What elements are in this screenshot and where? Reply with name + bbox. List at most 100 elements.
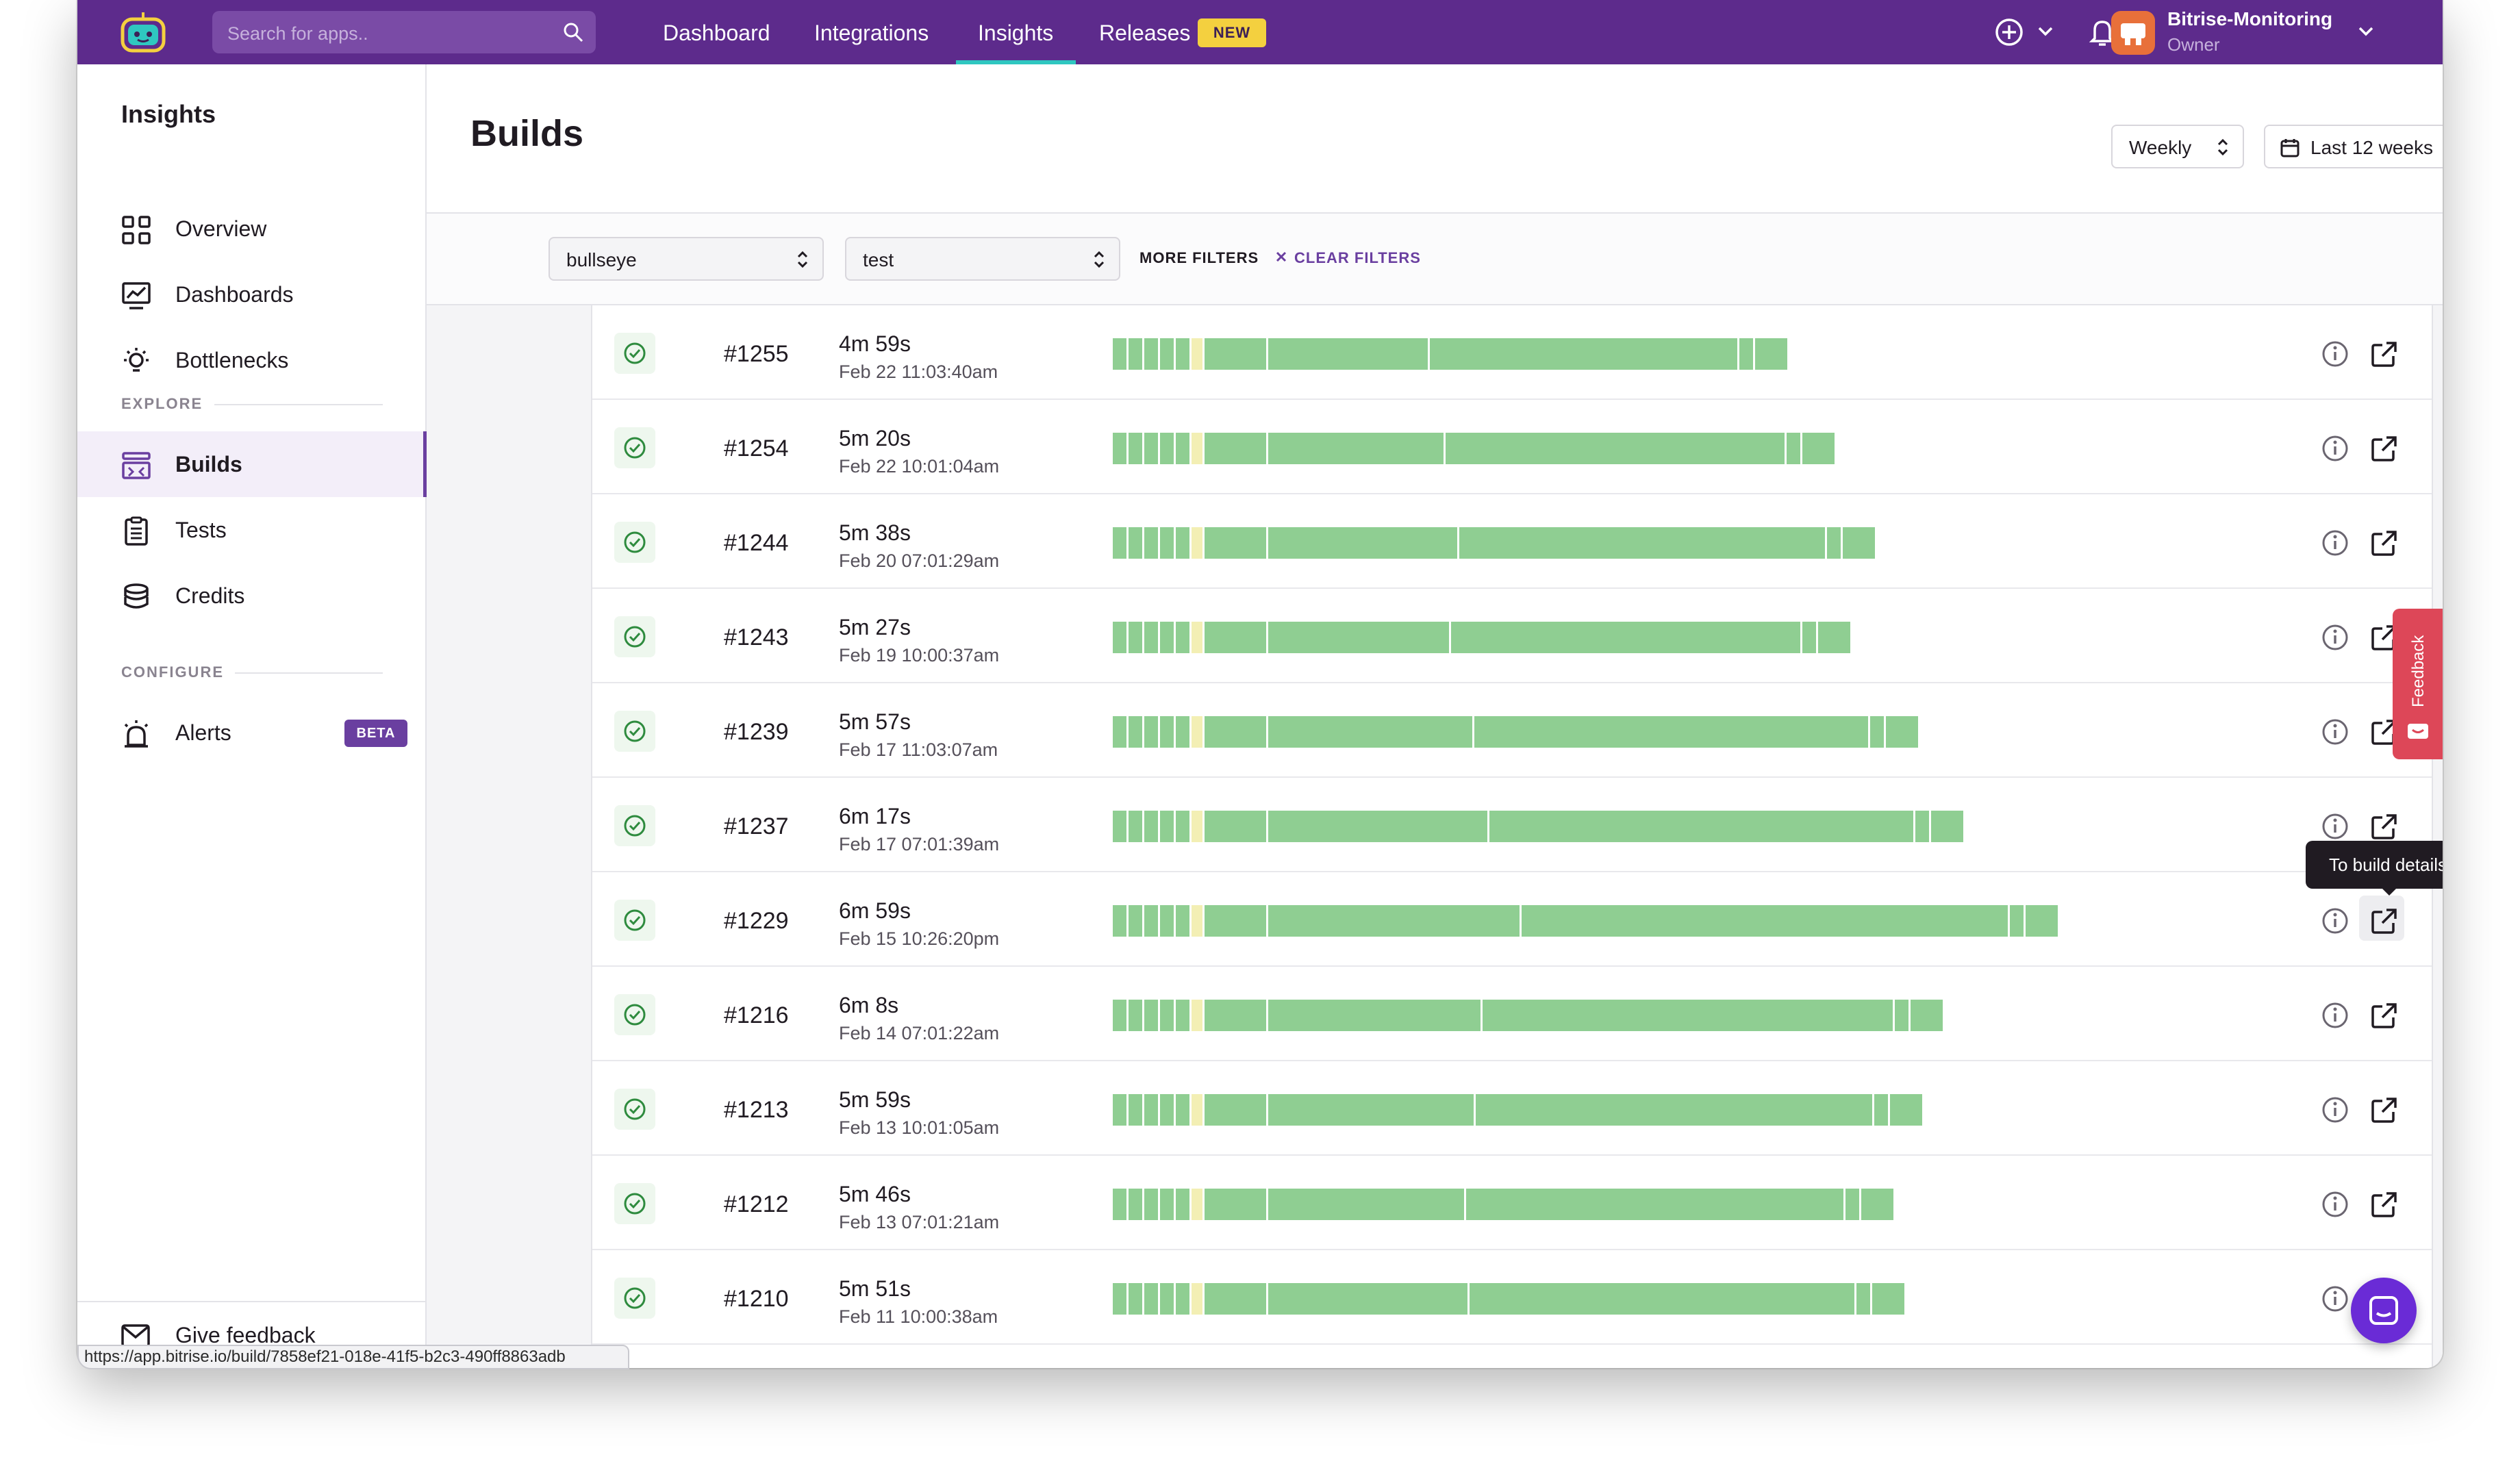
info-icon[interactable] <box>2321 718 2349 746</box>
build-step-segment[interactable] <box>1205 1283 1266 1315</box>
build-step-segment[interactable] <box>1176 905 1189 937</box>
build-step-timeline[interactable] <box>1113 905 2058 937</box>
build-step-segment[interactable] <box>1755 338 1787 370</box>
build-step-timeline[interactable] <box>1113 1000 1943 1031</box>
build-step-segment[interactable] <box>1160 1094 1174 1126</box>
build-step-segment[interactable] <box>1129 527 1142 559</box>
build-step-segment[interactable] <box>1205 811 1266 842</box>
build-step-segment[interactable] <box>1268 811 1487 842</box>
build-step-segment[interactable] <box>1802 433 1835 464</box>
build-step-segment[interactable] <box>1205 1094 1266 1126</box>
feedback-tab[interactable]: Feedback <box>2393 609 2443 759</box>
sidebar-item-builds[interactable]: Builds <box>77 431 427 497</box>
build-row[interactable]: #1239 5m 57s Feb 17 11:03:07am <box>592 683 2432 778</box>
build-step-segment[interactable] <box>1160 433 1174 464</box>
build-step-segment[interactable] <box>1268 1283 1467 1315</box>
build-step-segment[interactable] <box>1870 716 1884 748</box>
more-filters-button[interactable]: MORE FILTERS <box>1139 249 1259 266</box>
build-step-segment[interactable] <box>1144 433 1158 464</box>
build-step-segment[interactable] <box>1129 1000 1142 1031</box>
build-step-segment[interactable] <box>1205 1189 1266 1220</box>
build-step-segment[interactable] <box>1160 1283 1174 1315</box>
build-step-timeline[interactable] <box>1113 338 1787 370</box>
build-step-segment[interactable] <box>1522 905 2008 937</box>
external-link-icon[interactable] <box>2370 1001 2399 1030</box>
build-step-segment[interactable] <box>1446 433 1785 464</box>
build-step-segment[interactable] <box>1268 716 1472 748</box>
bitrise-logo-icon[interactable] <box>118 11 168 53</box>
build-step-segment[interactable] <box>1466 1189 1843 1220</box>
build-step-segment[interactable] <box>1192 1283 1202 1315</box>
external-link-icon[interactable] <box>2370 907 2399 935</box>
build-step-segment[interactable] <box>1451 622 1800 653</box>
build-step-segment[interactable] <box>1160 716 1174 748</box>
info-icon[interactable] <box>2321 1095 2349 1124</box>
build-step-segment[interactable] <box>1886 716 1918 748</box>
build-step-segment[interactable] <box>1192 811 1202 842</box>
build-step-segment[interactable] <box>1144 1000 1158 1031</box>
info-icon[interactable] <box>2321 529 2349 557</box>
build-step-segment[interactable] <box>1192 1000 1202 1031</box>
build-row[interactable]: #1216 6m 8s Feb 14 07:01:22am <box>592 967 2432 1061</box>
build-step-segment[interactable] <box>1144 716 1158 748</box>
build-step-segment[interactable] <box>1268 905 1520 937</box>
build-step-segment[interactable] <box>1176 527 1189 559</box>
nav-dashboard[interactable]: Dashboard <box>663 21 770 45</box>
build-step-timeline[interactable] <box>1113 811 1963 842</box>
info-icon[interactable] <box>2321 623 2349 652</box>
build-step-segment[interactable] <box>1192 1189 1202 1220</box>
build-step-segment[interactable] <box>1915 811 1929 842</box>
build-step-segment[interactable] <box>1192 622 1202 653</box>
external-link-icon[interactable] <box>2370 434 2399 463</box>
build-step-segment[interactable] <box>1129 1094 1142 1126</box>
external-link-icon[interactable] <box>2370 1095 2399 1124</box>
build-step-segment[interactable] <box>1430 338 1737 370</box>
build-step-segment[interactable] <box>1872 1283 1904 1315</box>
build-step-segment[interactable] <box>1205 527 1266 559</box>
build-step-segment[interactable] <box>1895 1000 1908 1031</box>
build-step-segment[interactable] <box>1268 433 1444 464</box>
build-step-timeline[interactable] <box>1113 1094 1922 1126</box>
build-step-segment[interactable] <box>1205 622 1266 653</box>
build-step-segment[interactable] <box>1192 527 1202 559</box>
build-step-segment[interactable] <box>1144 1094 1158 1126</box>
build-step-segment[interactable] <box>1470 1283 1854 1315</box>
build-step-segment[interactable] <box>1113 622 1126 653</box>
build-row[interactable]: #1229 6m 59s Feb 15 10:26:20pm <box>592 872 2432 967</box>
build-step-segment[interactable] <box>1861 1189 1893 1220</box>
build-row[interactable]: #1255 4m 59s Feb 22 11:03:40am <box>592 305 2432 400</box>
build-step-segment[interactable] <box>1205 338 1266 370</box>
build-step-timeline[interactable] <box>1113 1189 1893 1220</box>
build-step-segment[interactable] <box>1144 622 1158 653</box>
build-step-segment[interactable] <box>1176 716 1189 748</box>
build-step-segment[interactable] <box>1113 433 1126 464</box>
build-step-segment[interactable] <box>1476 1094 1872 1126</box>
org-name[interactable]: Bitrise-Monitoring <box>2167 8 2333 29</box>
build-step-segment[interactable] <box>1160 1189 1174 1220</box>
build-step-segment[interactable] <box>1459 527 1825 559</box>
build-row[interactable]: #1212 5m 46s Feb 13 07:01:21am <box>592 1156 2432 1250</box>
build-step-segment[interactable] <box>1890 1094 1922 1126</box>
build-step-segment[interactable] <box>1911 1000 1943 1031</box>
build-step-segment[interactable] <box>1144 905 1158 937</box>
build-step-segment[interactable] <box>1739 338 1753 370</box>
build-step-segment[interactable] <box>1144 811 1158 842</box>
sidebar-item-alerts[interactable]: Alerts BETA <box>77 700 425 765</box>
build-step-segment[interactable] <box>1489 811 1913 842</box>
build-step-segment[interactable] <box>1113 1283 1126 1315</box>
external-link-icon[interactable] <box>2370 812 2399 841</box>
build-step-segment[interactable] <box>1129 622 1142 653</box>
chat-launcher-button[interactable] <box>2351 1278 2417 1343</box>
chevron-down-icon[interactable] <box>2037 26 2054 37</box>
nav-releases[interactable]: Releases <box>1099 21 1191 45</box>
build-step-segment[interactable] <box>2010 905 2024 937</box>
build-step-segment[interactable] <box>1931 811 1963 842</box>
build-step-segment[interactable] <box>1268 1189 1464 1220</box>
sidebar-item-credits[interactable]: Credits <box>77 563 425 629</box>
build-row[interactable]: #1254 5m 20s Feb 22 10:01:04am <box>592 400 2432 494</box>
bell-icon[interactable] <box>2089 18 2115 47</box>
close-icon[interactable] <box>1275 251 1287 263</box>
clear-filters-button[interactable]: CLEAR FILTERS <box>1294 249 1421 266</box>
build-step-segment[interactable] <box>2026 905 2058 937</box>
info-icon[interactable] <box>2321 812 2349 841</box>
